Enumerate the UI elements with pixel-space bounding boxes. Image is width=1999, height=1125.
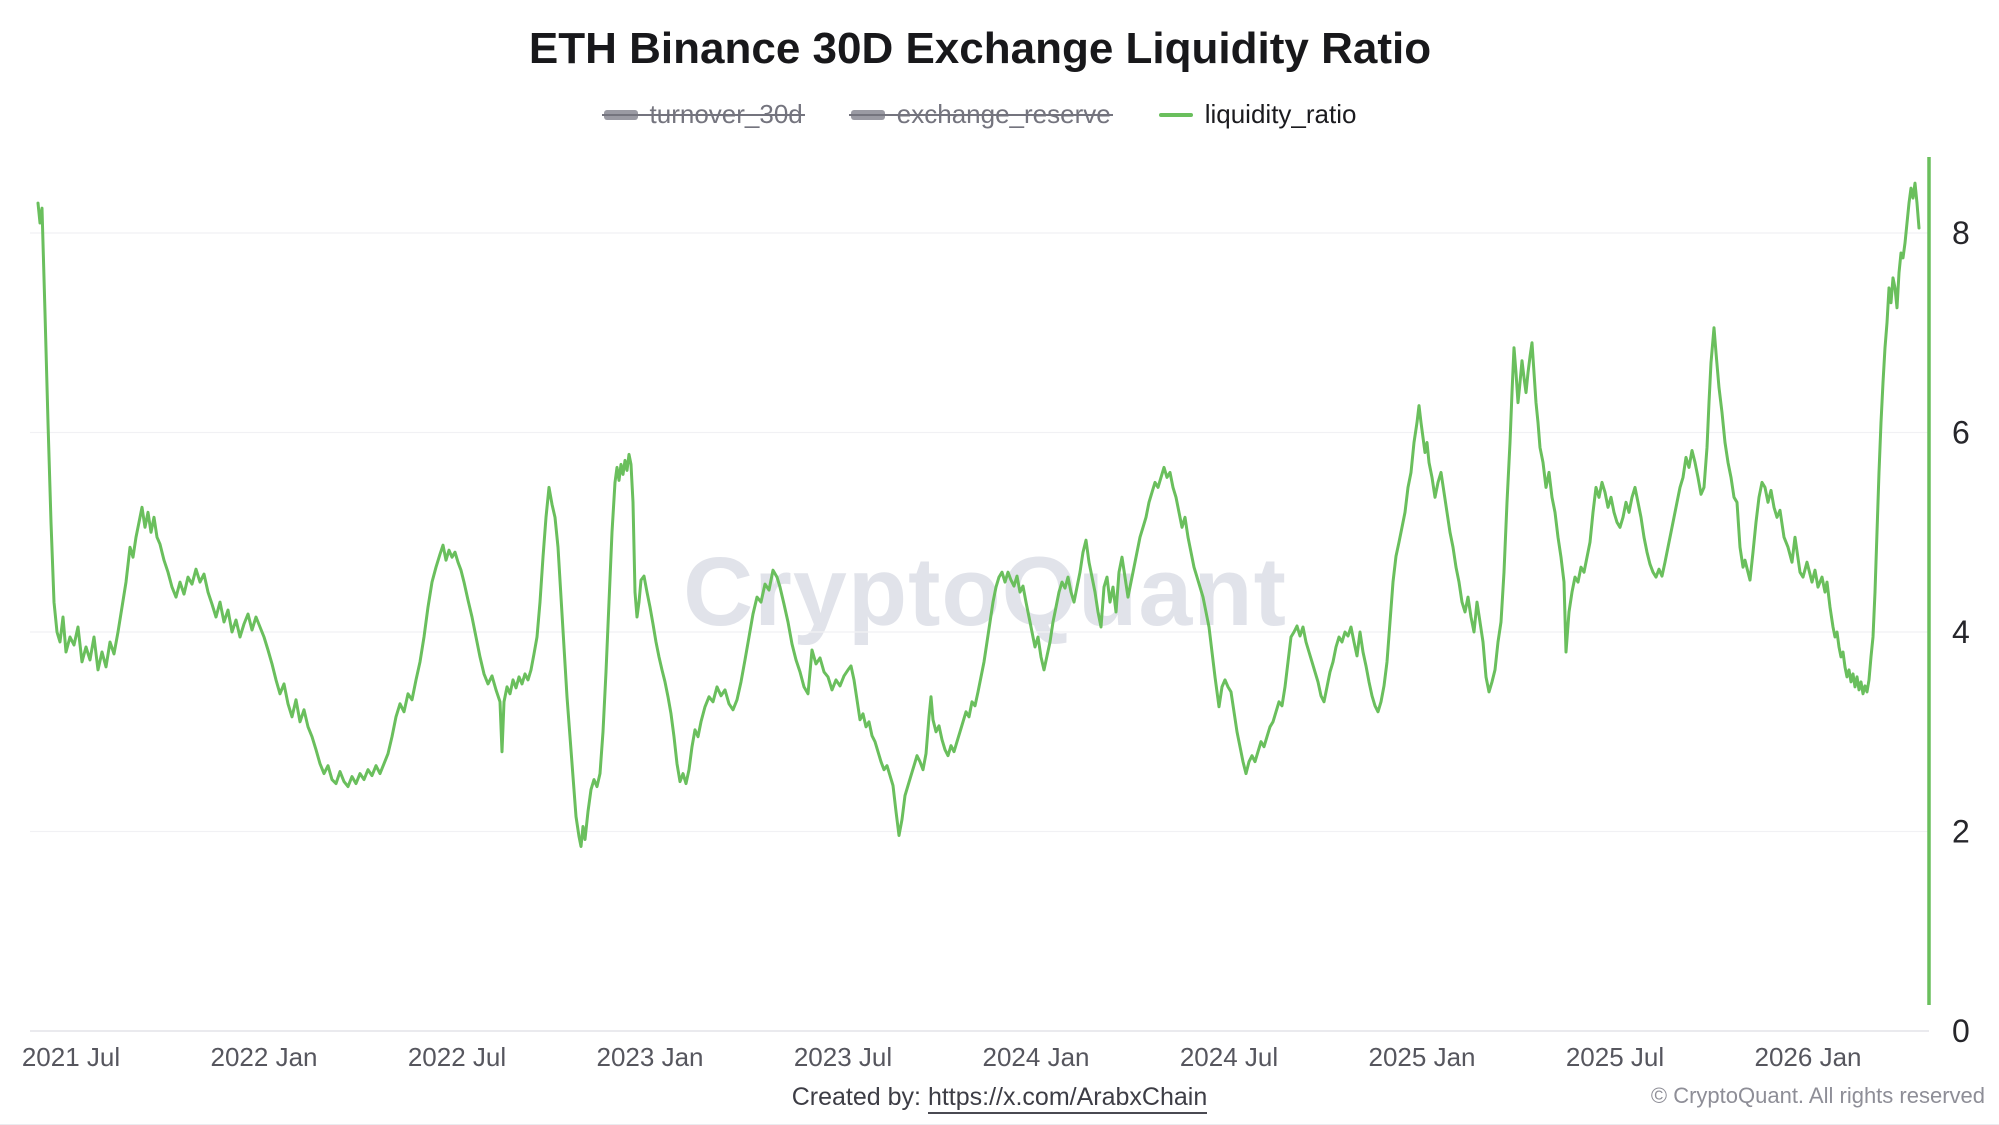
x-axis-label-2024-Jan: 2024 Jan <box>983 1042 1090 1072</box>
liquidity-ratio-line[interactable] <box>36 181 1921 848</box>
y-axis-label-6: 6 <box>1952 415 1970 451</box>
x-axis-label-2025-Jan: 2025 Jan <box>1369 1042 1476 1072</box>
legend-item-liquidity_ratio[interactable]: liquidity_ratio <box>1158 99 1357 130</box>
legend-swatch-liquidity_ratio <box>1158 112 1193 117</box>
x-axis-label-2022-Jul: 2022 Jul <box>408 1042 506 1072</box>
cryptoquant-watermark: CryptoQuant <box>683 537 1287 646</box>
copyright-notice: © CryptoQuant. All rights reserved <box>1650 1083 1985 1108</box>
y-axis-label-8: 8 <box>1952 215 1970 251</box>
y-axis-label-4: 4 <box>1952 614 1970 650</box>
x-axis-label-2023-Jul: 2023 Jul <box>794 1042 892 1072</box>
x-axis-label-2023-Jan: 2023 Jan <box>597 1042 704 1072</box>
x-axis-label-2022-Jan: 2022 Jan <box>211 1042 318 1072</box>
y-axis-label-2: 2 <box>1952 814 1970 850</box>
created-by: Created by: https://x.com/ArabxChain <box>0 1083 1999 1114</box>
legend-label: liquidity_ratio <box>1204 99 1357 129</box>
x-axis-label-2026-Jan: 2026 Jan <box>1755 1042 1862 1072</box>
chart-title: ETH Binance 30D Exchange Liquidity Ratio <box>528 24 1432 73</box>
x-axis-label-2024-Jul: 2024 Jul <box>1180 1042 1278 1072</box>
x-axis-label-2021-Jul: 2021 Jul <box>22 1042 120 1072</box>
y-axis-label-0: 0 <box>1952 1013 1970 1049</box>
x-axis-label-2025-Jul: 2025 Jul <box>1566 1042 1664 1072</box>
created-by-link[interactable]: https://x.com/ArabxChain <box>927 1083 1208 1114</box>
created-by-prefix: Created by: <box>791 1083 928 1111</box>
